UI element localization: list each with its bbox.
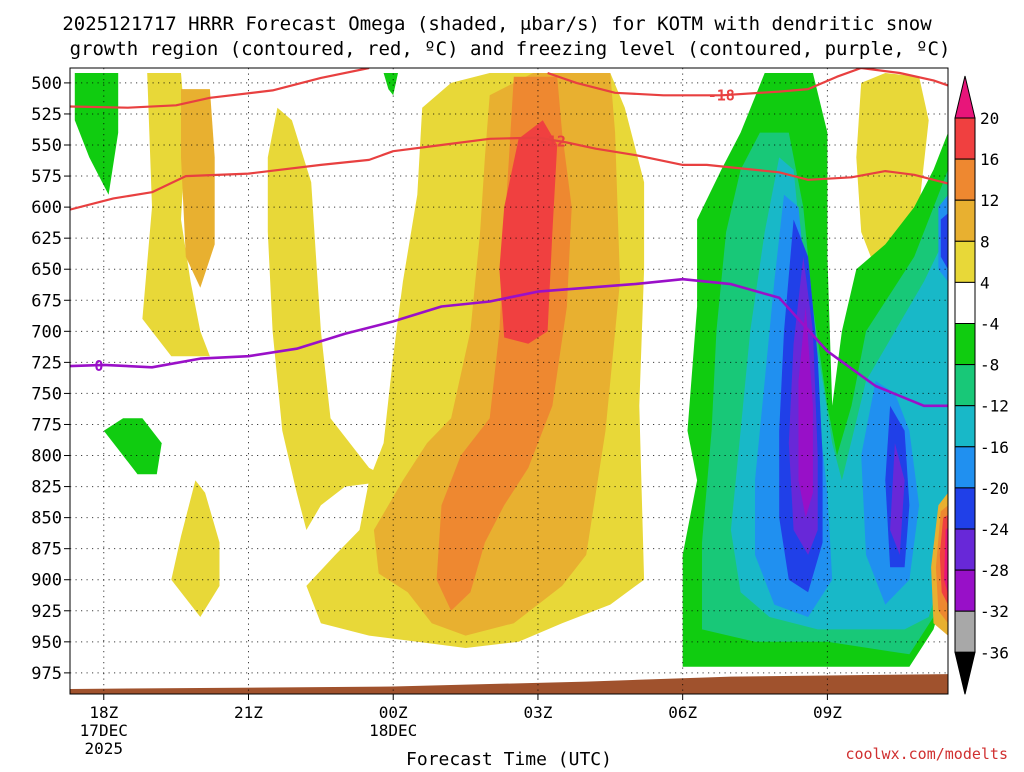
- y-tick-label-675: 675: [31, 291, 62, 311]
- y-tick-label-775: 775: [31, 415, 62, 435]
- colorbar-label-3: 8: [980, 232, 990, 251]
- contour-layer: -18 -12 0: [70, 68, 948, 408]
- freezing-level-contour: [70, 277, 948, 408]
- dgz-contour-minus12: [70, 136, 948, 211]
- colorbar-band-7: [954, 405, 976, 448]
- colorbar-band-3: [954, 240, 976, 283]
- y-tick-label-725: 725: [31, 353, 62, 373]
- x-tick-label-18Z: 18Z: [89, 703, 118, 722]
- colorbar-band-8: [954, 446, 976, 489]
- y-axis: 500 525 550 575 600 625 650 675 700 725 750 775 800 8…: [31, 74, 70, 684]
- x-tick-year-18Z: 2025: [85, 739, 124, 758]
- chart-title-line1: 2025121717 HRRR Forecast Omega (shaded, …: [62, 13, 932, 35]
- colorbar-label-5: -4: [980, 315, 999, 334]
- y-tick-label-575: 575: [31, 167, 62, 187]
- colorbar-band-4: [954, 281, 976, 324]
- x-tick-label-21Z: 21Z: [234, 703, 263, 722]
- x-tick-date-00Z: 18DEC: [369, 721, 417, 740]
- colorbar-band-2: [954, 199, 976, 242]
- x-tick-date-18Z: 17DEC: [80, 721, 128, 740]
- y-tick-label-625: 625: [31, 229, 62, 249]
- freezing-level-label: 0: [94, 357, 103, 375]
- omega-region-11: [103, 418, 162, 475]
- colorbar: 20 16 12 8 4 -4 -8 -12 -16 -20 -24 -28 -32 -36: [954, 75, 1009, 695]
- chart-title-line2: growth region (contoured, red, ºC) and f…: [70, 38, 951, 60]
- y-tick-label-925: 925: [31, 602, 62, 622]
- x-tick-label-06Z: 06Z: [668, 703, 697, 722]
- omega-region-21: [940, 213, 948, 270]
- omega-region-1: [181, 89, 215, 288]
- colorbar-label-10: -24: [980, 520, 1009, 539]
- colorbar-band-5: [954, 323, 976, 366]
- y-tick-label-950: 950: [31, 633, 62, 653]
- colorbar-label-4: 4: [980, 273, 990, 292]
- omega-region-0: [142, 73, 210, 357]
- y-tick-label-975: 975: [31, 664, 62, 684]
- x-axis-label: Forecast Time (UTC): [406, 749, 612, 768]
- colorbar-label-2: 12: [980, 191, 999, 210]
- terrain-fill: [70, 674, 948, 694]
- x-tick-label-00Z: 00Z: [379, 703, 408, 722]
- colorbar-label-8: -16: [980, 438, 1009, 457]
- colorbar-label-0: 20: [980, 109, 999, 128]
- y-tick-label-825: 825: [31, 478, 62, 498]
- y-tick-label-650: 650: [31, 260, 62, 280]
- credit-text: coolwx.com/modelts: [845, 745, 1008, 763]
- colorbar-label-7: -12: [980, 397, 1009, 416]
- omega-region-3: [171, 480, 220, 617]
- colorbar-band-10: [954, 528, 976, 571]
- x-tick-label-09Z: 09Z: [813, 703, 842, 722]
- colorbar-label-12: -32: [980, 602, 1009, 621]
- omega-region-7: [499, 120, 558, 344]
- dgz-label-minus18: -18: [708, 86, 735, 104]
- colorbar-label-1: 16: [980, 150, 999, 169]
- colorbar-band-11: [954, 569, 976, 612]
- colorbar-label-11: -28: [980, 561, 1009, 580]
- y-tick-label-500: 500: [31, 74, 62, 94]
- colorbar-band-9: [954, 487, 976, 530]
- colorbar-label-9: -20: [980, 479, 1009, 498]
- terrain-layer: [70, 674, 948, 694]
- omega-region-10: [74, 73, 119, 195]
- omega-region-24: [798, 306, 813, 518]
- colorbar-label-6: -8: [980, 356, 999, 375]
- colorbar-band-1: [954, 158, 976, 201]
- y-tick-label-900: 900: [31, 571, 62, 591]
- colorbar-band-12: [954, 610, 976, 653]
- colorbar-band-6: [954, 364, 976, 407]
- dgz-label-minus12: -12: [539, 132, 566, 150]
- y-tick-label-850: 850: [31, 509, 62, 529]
- colorbar-bottom-arrow: [954, 651, 976, 695]
- y-tick-label-550: 550: [31, 136, 62, 156]
- dgz-contour-minus18: [547, 68, 948, 97]
- omega-region-23: [890, 443, 905, 555]
- y-tick-label-875: 875: [31, 540, 62, 560]
- omega-region-2: [267, 107, 394, 530]
- y-tick-label-525: 525: [31, 105, 62, 125]
- colorbar-band-0: [954, 117, 976, 160]
- y-tick-label-600: 600: [31, 198, 62, 218]
- omega-region-12: [383, 73, 398, 96]
- plot-frame: [69, 67, 949, 695]
- dgz-contour-upper-left: [70, 68, 370, 109]
- colorbar-label-13: -36: [980, 643, 1009, 662]
- x-tick-label-03Z: 03Z: [523, 703, 552, 722]
- y-tick-label-700: 700: [31, 322, 62, 342]
- y-tick-label-800: 800: [31, 447, 62, 467]
- grid-layer: [70, 68, 948, 694]
- y-tick-label-750: 750: [31, 384, 62, 404]
- omega-region-28: [944, 527, 948, 595]
